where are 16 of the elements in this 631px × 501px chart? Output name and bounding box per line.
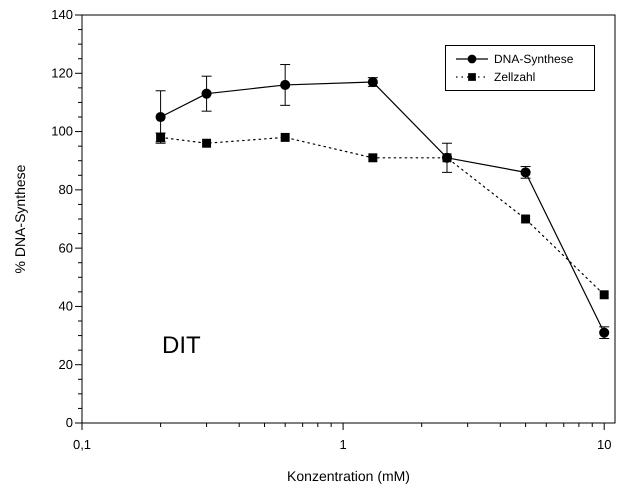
y-axis-title: % DNA-Synthese xyxy=(12,164,28,274)
y-tick-label: 80 xyxy=(58,182,73,198)
y-tick-label: 20 xyxy=(58,356,73,372)
y-tick-label: 0 xyxy=(66,415,73,430)
y-tick-label: 40 xyxy=(58,298,73,314)
x-tick-label: 1 xyxy=(339,436,347,452)
x-tick-label: 0,1 xyxy=(72,436,92,452)
annotation: DIT xyxy=(162,332,201,359)
y-tick-label: 60 xyxy=(58,240,73,256)
y-tick-label: 100 xyxy=(51,124,73,139)
x-axis-title: Konzentration (mM) xyxy=(287,468,410,484)
y-tick-label: 140 xyxy=(51,7,73,22)
legend-label: Zellzahl xyxy=(494,70,536,84)
y-tick-label: 120 xyxy=(51,65,73,80)
legend-label: DNA-Synthese xyxy=(494,52,574,66)
x-tick-label: 10 xyxy=(596,436,612,452)
